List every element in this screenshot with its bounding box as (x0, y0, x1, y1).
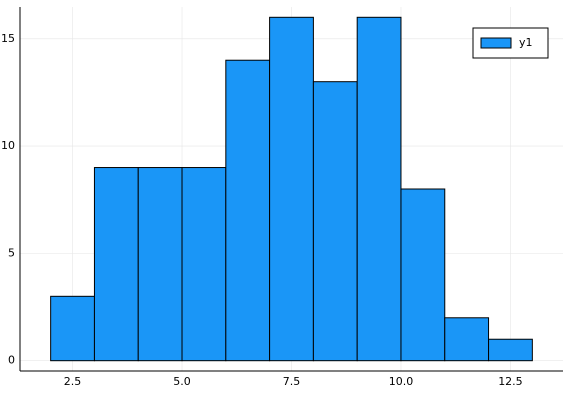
y-tick-label: 5 (8, 246, 15, 259)
bar (356, 16, 402, 362)
bar (50, 295, 95, 362)
bar (444, 317, 490, 362)
bar (137, 167, 183, 362)
bar (93, 167, 139, 362)
bar (400, 188, 446, 362)
y-tick-label: 10 (1, 139, 15, 152)
x-tick-label: 10.0 (389, 375, 414, 388)
y-tick-label: 15 (1, 32, 15, 45)
bar (181, 167, 227, 362)
x-tick-label: 2.5 (64, 375, 82, 388)
legend-swatch (480, 37, 512, 49)
x-tick-label: 5.0 (173, 375, 191, 388)
bar (488, 338, 533, 362)
bar (269, 16, 314, 362)
x-tick-label: 12.5 (498, 375, 523, 388)
legend-label: y1 (519, 36, 533, 49)
bar (312, 81, 358, 362)
x-tick-label: 7.5 (283, 375, 301, 388)
y-tick-label: 0 (8, 354, 15, 367)
bar (225, 59, 271, 362)
